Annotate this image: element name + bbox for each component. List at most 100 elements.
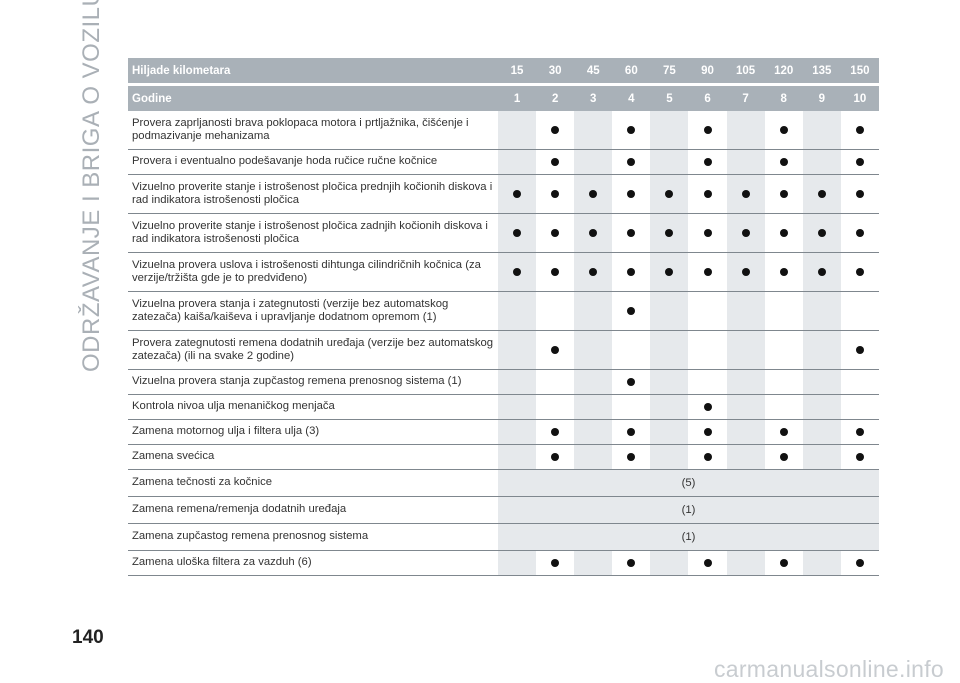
schedule-cell bbox=[688, 395, 726, 419]
schedule-cell bbox=[765, 150, 803, 174]
schedule-cell bbox=[498, 292, 536, 330]
table-row: Vizuelna provera stanja i zategnutosti (… bbox=[128, 292, 879, 331]
service-mark-dot bbox=[551, 428, 560, 436]
row-description: Vizuelno proverite stanje i istrošenost … bbox=[132, 219, 488, 246]
schedule-cell bbox=[612, 150, 650, 174]
schedule-cell bbox=[650, 253, 688, 291]
row-description: Vizuelna provera stanja i zategnutosti (… bbox=[132, 297, 449, 324]
header-years-label: Godine bbox=[132, 92, 172, 105]
service-mark-dot bbox=[779, 268, 788, 276]
header-year-cell: 2 bbox=[551, 92, 559, 105]
schedule-cell bbox=[765, 395, 803, 419]
row-description: Zamena tečnosti za kočnice bbox=[132, 476, 273, 489]
schedule-cell bbox=[688, 214, 726, 252]
schedule-cell bbox=[803, 445, 841, 469]
table-row: Provera i eventualno podešavanje hoda ru… bbox=[128, 150, 879, 175]
schedule-cell bbox=[574, 445, 612, 469]
schedule-cell bbox=[498, 175, 536, 213]
table-row: Kontrola nivoa ulja menaničkog menjača bbox=[128, 395, 879, 420]
schedule-cell bbox=[841, 175, 879, 213]
header-km-cell: 75 bbox=[663, 64, 676, 77]
page-number: 140 bbox=[72, 627, 104, 648]
service-mark-dot bbox=[627, 190, 636, 198]
watermark: carmanualsonline.info bbox=[713, 656, 944, 682]
schedule-cell bbox=[841, 420, 879, 444]
service-mark-dot bbox=[855, 559, 864, 567]
header-km-cell: 30 bbox=[548, 64, 562, 77]
schedule-cell bbox=[841, 111, 879, 149]
schedule-cell bbox=[612, 370, 650, 394]
schedule-cell bbox=[727, 150, 765, 174]
schedule-cell bbox=[841, 331, 879, 369]
table-row: Zamena motornog ulja i filtera ulja (3) bbox=[128, 420, 879, 445]
header-year-cell: 9 bbox=[818, 92, 825, 105]
schedule-cell bbox=[841, 253, 879, 291]
schedule-cell bbox=[765, 445, 803, 469]
service-mark-dot bbox=[779, 453, 788, 461]
schedule-cell bbox=[498, 331, 536, 369]
schedule-cell bbox=[536, 445, 574, 469]
schedule-cell bbox=[498, 150, 536, 174]
service-mark-dot bbox=[703, 268, 712, 276]
service-mark-dot bbox=[627, 158, 636, 166]
table-row: Vizuelna provera uslova i istrošenosti d… bbox=[128, 253, 879, 292]
service-mark-dot bbox=[855, 158, 864, 166]
table-row: Vizuelna provera stanja zupčastog remena… bbox=[128, 370, 879, 395]
table-row: Vizuelno proverite stanje i istrošenost … bbox=[128, 175, 879, 214]
schedule-cell bbox=[498, 253, 536, 291]
service-mark-dot bbox=[627, 428, 636, 436]
schedule-cell bbox=[765, 551, 803, 575]
service-mark-dot bbox=[855, 268, 864, 276]
schedule-cell bbox=[536, 175, 574, 213]
schedule-cell bbox=[727, 253, 765, 291]
service-mark-dot bbox=[703, 453, 712, 461]
schedule-cell bbox=[574, 253, 612, 291]
service-mark-dot bbox=[817, 190, 826, 198]
header-year-cell: 8 bbox=[780, 92, 787, 105]
schedule-cell bbox=[803, 420, 841, 444]
header-year-cell: 4 bbox=[628, 92, 635, 105]
schedule-cell bbox=[727, 370, 765, 394]
schedule-cell bbox=[574, 370, 612, 394]
service-mark-dot bbox=[665, 190, 674, 198]
header-km-cell: 90 bbox=[701, 64, 714, 77]
table-row: Zamena tečnosti za kočnice (5) bbox=[128, 470, 879, 497]
schedule-cell bbox=[727, 214, 765, 252]
schedule-cell bbox=[536, 395, 574, 419]
header-km-cell: 135 bbox=[812, 64, 832, 77]
schedule-cell bbox=[727, 111, 765, 149]
schedule-cell bbox=[841, 150, 879, 174]
schedule-cell bbox=[803, 331, 841, 369]
schedule-cell bbox=[574, 395, 612, 419]
schedule-cell bbox=[574, 111, 612, 149]
service-mark-dot bbox=[703, 428, 712, 436]
table-row: Zamena uloška filtera za vazduh (6) bbox=[128, 551, 879, 576]
schedule-cell bbox=[612, 175, 650, 213]
header-km-cell: 120 bbox=[774, 64, 794, 77]
table-body: Provera zaprljanosti brava poklopaca mot… bbox=[128, 111, 879, 576]
schedule-cell bbox=[612, 420, 650, 444]
service-mark-dot bbox=[855, 190, 864, 198]
row-description: Vizuelno proverite stanje i istrošenost … bbox=[132, 180, 493, 207]
schedule-cell bbox=[612, 395, 650, 419]
schedule-cell bbox=[727, 395, 765, 419]
table-row: Vizuelno proverite stanje i istrošenost … bbox=[128, 214, 879, 253]
schedule-cell bbox=[765, 175, 803, 213]
schedule-cell bbox=[650, 370, 688, 394]
service-mark-dot bbox=[855, 346, 864, 354]
schedule-cell bbox=[498, 111, 536, 149]
row-description: Provera zaprljanosti brava poklopaca mot… bbox=[132, 116, 469, 143]
schedule-cell bbox=[574, 331, 612, 369]
service-mark-dot bbox=[855, 453, 864, 461]
table-row: Zamena zupčastog remena prenosnog sistem… bbox=[128, 524, 879, 551]
schedule-cell bbox=[574, 292, 612, 330]
header-km-label: Hiljade kilometara bbox=[132, 64, 231, 77]
row-description: Zamena motornog ulja i filtera ulja (3) bbox=[132, 425, 320, 438]
schedule-cell bbox=[803, 111, 841, 149]
schedule-cell bbox=[765, 420, 803, 444]
maintenance-schedule-table: Hiljade kilometara 15 30 45 60 75 90 105… bbox=[128, 58, 879, 576]
header-year-cell: 6 bbox=[704, 92, 711, 105]
schedule-cell bbox=[498, 214, 536, 252]
schedule-cell bbox=[650, 150, 688, 174]
schedule-cell bbox=[612, 214, 650, 252]
